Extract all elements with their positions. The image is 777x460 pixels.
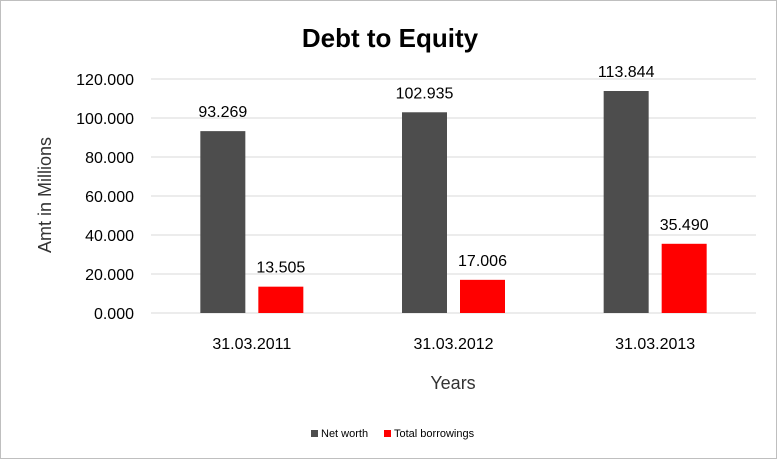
legend: Net worth Total borrowings xyxy=(311,428,475,440)
y-tick-label: 120.000 xyxy=(76,72,134,89)
bar-total-borrowings xyxy=(661,243,707,313)
x-tick-label: 31.03.2012 xyxy=(413,336,493,353)
legend-swatch xyxy=(311,430,318,437)
data-label: 17.006 xyxy=(458,253,507,270)
bar-net-worth xyxy=(200,131,246,313)
y-axis-title: Amt in Millions xyxy=(35,137,55,253)
y-tick-label: 20.000 xyxy=(85,267,134,284)
data-label: 113.844 xyxy=(598,64,655,81)
chart-title: Debt to Equity xyxy=(302,23,479,53)
bar-total-borrowings xyxy=(460,279,505,313)
y-tick-label: 40.000 xyxy=(85,228,134,245)
y-tick-label: 0.000 xyxy=(94,306,134,323)
x-axis-title: Years xyxy=(430,373,475,393)
data-label: 13.505 xyxy=(256,260,305,277)
data-label: 102.935 xyxy=(396,85,454,102)
legend-swatch xyxy=(384,430,391,437)
gridlines xyxy=(151,78,756,314)
bar-net-worth xyxy=(603,91,649,313)
x-tick-label: 31.03.2013 xyxy=(615,336,695,353)
x-tick-label: 31.03.2011 xyxy=(212,336,291,353)
bar-total-borrowings xyxy=(258,286,304,313)
data-label: 35.490 xyxy=(660,217,709,234)
bar-net-worth xyxy=(402,112,447,313)
y-tick-label: 60.000 xyxy=(85,189,134,206)
legend-label: Total borrowings xyxy=(394,428,475,440)
x-tick-labels: 31.03.2011 31.03.2012 31.03.2013 xyxy=(212,336,695,353)
legend-label: Net worth xyxy=(321,428,368,440)
data-label: 93.269 xyxy=(198,104,247,121)
y-tick-labels: 0.000 20.000 40.000 60.000 80.000 100.000 120.… xyxy=(76,72,134,323)
y-tick-label: 80.000 xyxy=(85,150,134,167)
bars: 93.269 13.505 102.935 17.006 113.844 35.490 xyxy=(198,64,709,313)
y-tick-label: 100.000 xyxy=(76,111,134,128)
